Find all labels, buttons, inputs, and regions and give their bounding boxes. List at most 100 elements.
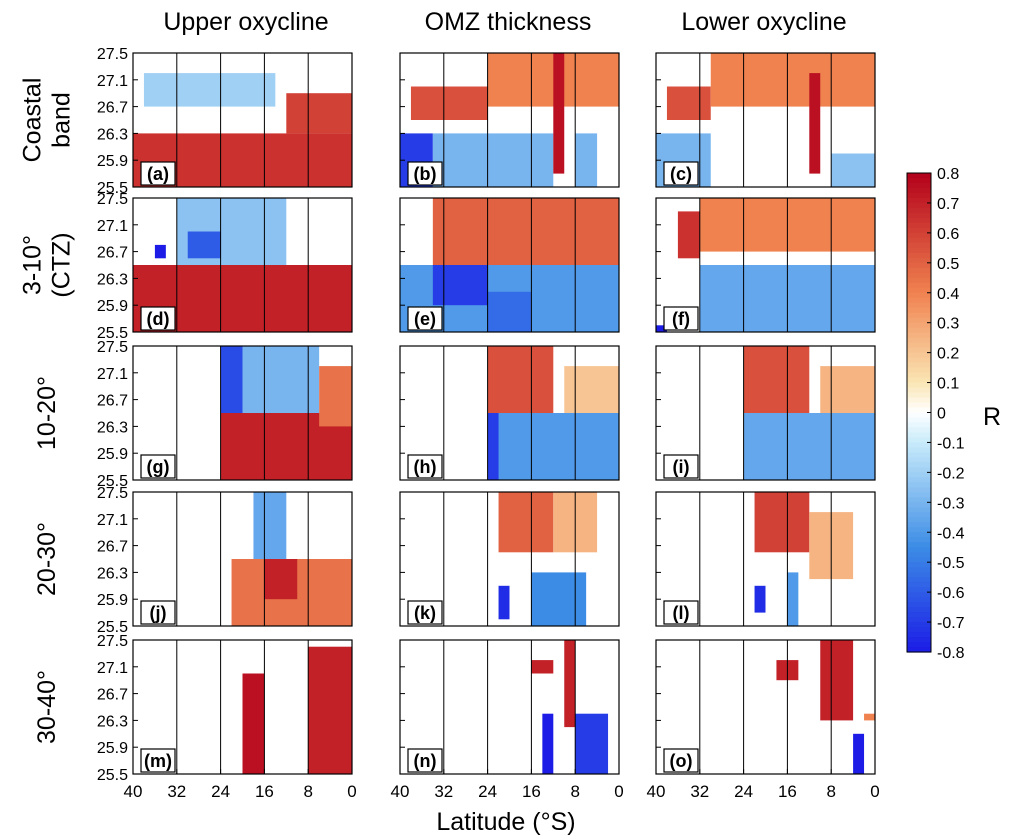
colorbar-segment [907, 322, 931, 329]
heatmap-panel: (e) [399, 197, 620, 333]
panel-label-box [663, 161, 699, 186]
x-tick-label: 24 [734, 782, 753, 801]
heatmap-cell-block [656, 325, 667, 332]
heatmap-panel: (g) [132, 345, 353, 481]
panel-frame [655, 197, 876, 333]
heatmap-cell-block [253, 492, 287, 559]
heatmap-panel: (b) [399, 52, 620, 188]
colorbar-segment [907, 332, 931, 339]
panel-label-box [407, 454, 443, 479]
colorbar-segment [907, 537, 931, 543]
colorbar-tick-label: 0.4 [937, 286, 959, 303]
colorbar-segment [907, 407, 931, 414]
x-tick-label: 16 [522, 782, 541, 801]
heatmap-cell-block [820, 640, 854, 721]
colorbar-tick-label: 0.6 [937, 226, 959, 243]
colorbar-segment [907, 577, 931, 583]
colorbar-segment [907, 517, 931, 523]
panel-label-box [140, 600, 176, 625]
colorbar-segment [907, 182, 931, 189]
y-tick-label: 27.5 [97, 339, 128, 356]
panel-label-box [140, 748, 176, 773]
x-tick-label: 8 [570, 782, 579, 801]
heatmap-panel: (f) [655, 197, 876, 333]
y-tick-label: 27.1 [97, 366, 128, 383]
row-title: Coastalband [19, 78, 76, 163]
colorbar-segment [907, 402, 931, 409]
colorbar-segment [907, 567, 931, 573]
colorbar-segment [907, 292, 931, 299]
column-title-omz-thickness: OMZ thickness [425, 8, 592, 36]
heatmap-cell-block [432, 198, 619, 265]
y-tick-label: 26.3 [97, 126, 128, 143]
y-tick-label: 25.5 [97, 325, 128, 342]
heatmap-cell-block [743, 413, 875, 480]
colorbar-segment [907, 632, 931, 638]
y-tick-label: 25.9 [97, 153, 128, 170]
heatmap-cell-block [531, 572, 587, 626]
panel-label-box [407, 600, 443, 625]
heatmap-panel: (n) [399, 639, 620, 775]
row-title-line: (CTZ) [48, 232, 76, 297]
heatmap-cell-block [831, 153, 875, 187]
panel-label-box [663, 454, 699, 479]
panel-label-box [663, 600, 699, 625]
colorbar-segment [907, 347, 931, 354]
colorbar-segment [907, 387, 931, 394]
y-tick-label: 27.1 [97, 512, 128, 529]
y-tick-label: 27.1 [97, 660, 128, 677]
x-tick-label: 32 [690, 782, 709, 801]
colorbar-segment [907, 192, 931, 199]
row-title-line: band [48, 92, 76, 148]
heatmap-panel: (k) [399, 491, 620, 627]
panel-label-box [407, 161, 443, 186]
panel-frame [655, 52, 876, 188]
y-tick-label: 27.5 [97, 191, 128, 208]
y-tick-label: 27.5 [97, 485, 128, 502]
panel-label: (j) [150, 603, 167, 623]
colorbar-tick-label: -0.8 [937, 645, 965, 662]
colorbar-segment [907, 562, 931, 568]
panel-frame [655, 639, 876, 775]
colorbar-segment [907, 502, 931, 508]
x-tick-label: 32 [167, 782, 186, 801]
x-tick-label: 16 [778, 782, 797, 801]
heatmap-cell-block [154, 244, 166, 259]
colorbar-tick-label: -0.5 [937, 555, 965, 572]
panel-label: (k) [414, 603, 436, 623]
colorbar-segment [907, 202, 931, 209]
heatmap-panel: (o) [655, 639, 876, 775]
colorbar-segment [907, 297, 931, 304]
y-tick-label: 26.7 [97, 539, 128, 556]
row-title-line: 10-20° [33, 376, 61, 450]
y-tick-label: 27.5 [97, 46, 128, 63]
heatmap-cell-block [187, 231, 221, 259]
colorbar-segment [907, 247, 931, 254]
colorbar-segment [907, 177, 931, 184]
colorbar-segment [907, 272, 931, 279]
heatmap-panel: (l) [655, 491, 876, 627]
colorbar-tick-label: 0.2 [937, 346, 959, 363]
colorbar-segment [907, 197, 931, 204]
panel-label: (o) [670, 751, 693, 771]
heatmap-cell-block [754, 585, 766, 613]
colorbar-segment [907, 587, 931, 593]
panel-label: (l) [673, 603, 690, 623]
panel-label-box [407, 748, 443, 773]
x-tick-label: 40 [647, 782, 666, 801]
panel-label: (c) [670, 164, 692, 184]
colorbar-segment [907, 377, 931, 384]
x-tick-label: 40 [124, 782, 143, 801]
heatmap-cell-block [308, 646, 352, 774]
colorbar-segment [907, 452, 931, 459]
heatmap-panel: (h) [399, 345, 620, 481]
x-axes: 40 32 24 16 8 0 40 32 24 16 8 0 40 32 24 16 8 0 [124, 769, 880, 801]
colorbar-segment [907, 362, 931, 369]
column-title-upper-oxycline: Upper oxycline [163, 8, 328, 36]
colorbar-segment [907, 252, 931, 259]
colorbar-segment [907, 482, 931, 488]
x-tick-label: 0 [614, 782, 623, 801]
row-title-line: 20-30° [33, 522, 61, 596]
heatmap-cell-block [864, 713, 875, 721]
y-tick-label: 27.5 [97, 633, 128, 650]
